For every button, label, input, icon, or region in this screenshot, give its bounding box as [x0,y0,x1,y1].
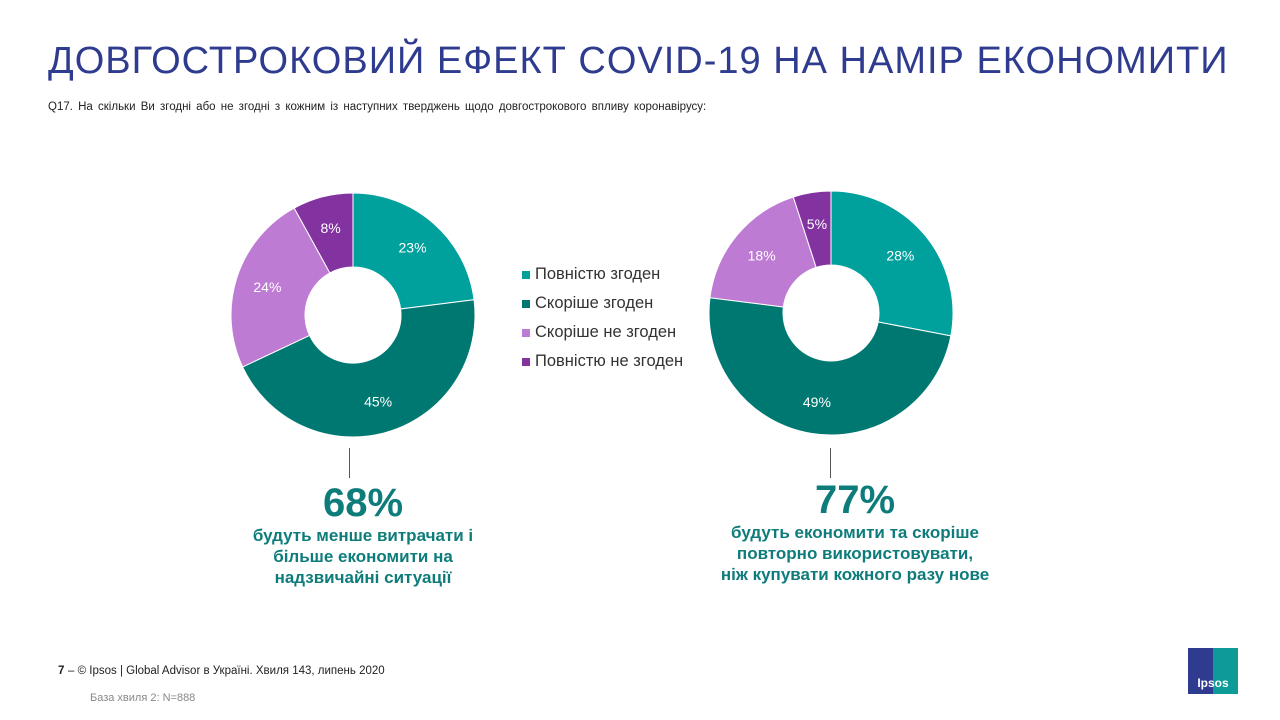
donut-slice [230,207,331,368]
divider-right [830,448,831,478]
legend-label: Повністю згоден [535,265,661,283]
slice-label: 23% [399,239,427,255]
donut-slice [352,192,475,310]
legend-label: Повністю не згоден [535,352,684,370]
legend-swatch [522,357,530,366]
legend-item: Скоріше згоден [522,289,683,318]
divider-left [349,448,350,478]
donut-slice [708,297,952,436]
donut-slice [241,299,476,438]
legend-item: Повністю згоден [522,260,683,289]
stat-value: 77% [814,478,896,522]
donut-slice [709,196,817,308]
stat-description: будуть економити та скоріше повторно вик… [720,523,990,584]
donut-chart-left: 23% 45% 24% 8% [230,192,476,438]
slice-label: 5% [807,216,827,232]
legend-item: Повністю не згоден [522,347,683,376]
legend-label: Скоріше не згоден [535,323,677,341]
ipsos-logo: Ipsos [1188,648,1238,694]
slice-label: 45% [364,393,392,409]
legend-swatch [522,328,530,337]
logo-text: Ipsos [1197,676,1229,690]
page-title: ДОВГОСТРОКОВИЙ ЕФЕКТ COVID-19 НА НАМІР Е… [48,40,1229,82]
donut-slice [792,190,832,268]
legend-swatch [522,299,530,308]
donut-chart-right: 28% 49% 18% 5% [708,190,954,436]
stat-right: 77% будуть економити та скоріше повторно… [675,478,1035,585]
footer-source: – © Ipsos | Global Advisor в Україні. Хв… [68,665,385,677]
slice-label: 28% [886,248,914,264]
stat-description: будуть менше витрачати і більше економит… [252,526,474,587]
legend-item: Скоріше не згоден [522,318,683,347]
donut-slice [830,190,954,337]
legend-label: Скоріше згоден [535,294,654,312]
footer-base: База хвиля 2: N=888 [90,692,196,704]
chart-legend: Повністю згоден Скоріше згоден Скоріше н… [522,260,683,376]
donut-slice [293,192,354,274]
slice-label: 24% [253,279,281,295]
slice-label: 8% [321,220,341,236]
page-number: 7 [58,665,65,677]
stat-value: 68% [322,481,404,525]
logo-shape [1213,648,1238,694]
stat-left: 68% будуть менше витрачати і більше екон… [183,481,543,588]
slice-label: 18% [748,248,776,264]
legend-swatch [522,270,530,279]
question-text: Q17. На скільки Ви згодні або не згодні … [48,101,707,113]
slice-label: 49% [803,394,831,410]
